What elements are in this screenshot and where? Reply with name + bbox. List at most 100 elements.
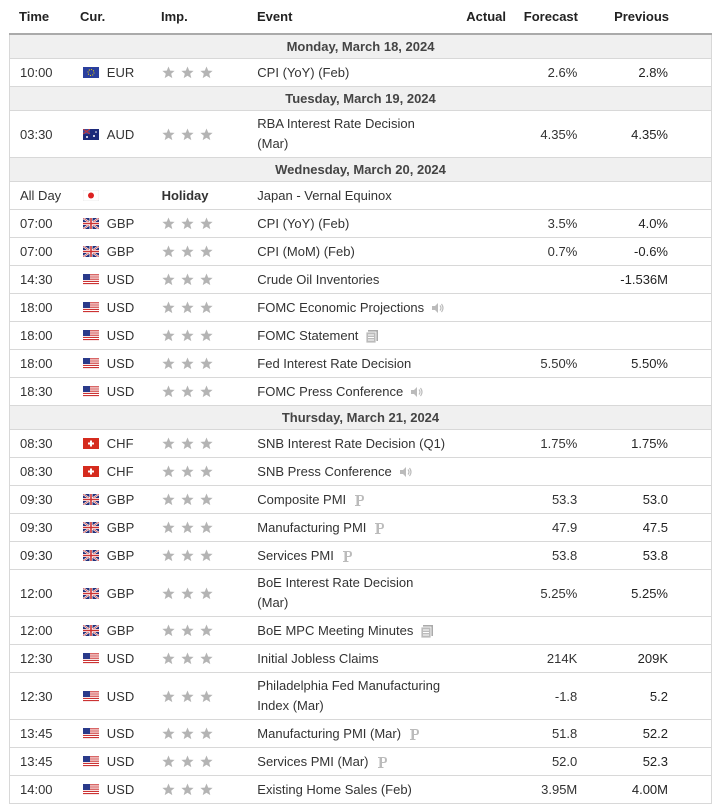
event-icon bbox=[366, 329, 379, 343]
importance-star bbox=[199, 690, 213, 702]
country-flag bbox=[82, 550, 99, 561]
event-row[interactable]: 18:00 USD FOMC Economic Projections bbox=[9, 294, 712, 322]
importance-star bbox=[161, 301, 175, 314]
currency-code: AUD bbox=[106, 126, 135, 142]
event-row[interactable]: 14:30 USD Crude Oil Inventories -1.536M bbox=[9, 266, 712, 294]
importance-star bbox=[180, 727, 194, 740]
event-row[interactable]: 12:00 GBP BoE Interest Rate Decision (Mar)… bbox=[9, 570, 712, 617]
event-previous: 53.8 bbox=[642, 548, 668, 563]
event-time: 12:00 bbox=[20, 585, 53, 601]
currency-code: CHF bbox=[106, 464, 134, 479]
event-actual bbox=[460, 131, 515, 137]
event-row[interactable]: 18:30 USD FOMC Press Conference bbox=[9, 378, 712, 406]
event-importance bbox=[154, 242, 250, 261]
event-row[interactable]: 03:30 AUD RBA Interest Rate Decision (Mar)… bbox=[9, 111, 712, 158]
event-actual bbox=[460, 249, 515, 255]
col-header: Event bbox=[257, 9, 293, 24]
event-previous: -1.536M bbox=[620, 272, 668, 287]
day-header: Thursday, March 21, 2024 bbox=[9, 406, 712, 430]
event-importance bbox=[154, 724, 250, 743]
event-row[interactable]: 18:00 USD FOMC Statement bbox=[9, 322, 712, 350]
event-previous: 1.75% bbox=[631, 436, 668, 451]
col-header: Time bbox=[19, 9, 50, 24]
importance-star bbox=[199, 521, 213, 534]
importance-star bbox=[161, 587, 175, 599]
event-currency: GBP bbox=[81, 545, 154, 566]
event-row[interactable]: All Day Holiday Japan - Vernal Equinox bbox=[9, 182, 712, 210]
col-header: Imp. bbox=[161, 9, 188, 24]
event-time: 14:30 bbox=[20, 272, 53, 287]
header-row: Time Cur. Imp. Event Actual Forecast Pre… bbox=[9, 0, 712, 35]
importance-star bbox=[180, 690, 194, 702]
event-previous: 4.00M bbox=[631, 782, 668, 797]
event-name: Composite PMI bbox=[249, 487, 459, 513]
event-row[interactable]: 13:45 USD Manufacturing PMI (Mar) 51.8 52.2 bbox=[9, 720, 712, 748]
event-row[interactable]: 07:00 GBP CPI (YoY) (Feb) 3.5% 4.0% bbox=[9, 210, 712, 238]
event-row[interactable]: 14:00 USD Existing Home Sales (Feb) 3.95M 4.… bbox=[9, 776, 712, 804]
event-row[interactable]: 12:30 USD Philadelphia Fed Manufacturing I… bbox=[9, 673, 712, 720]
event-time: 14:00 bbox=[20, 782, 53, 797]
importance-star bbox=[180, 493, 194, 506]
day-date: Monday, March 18, 2024 bbox=[286, 39, 435, 54]
event-row[interactable]: 09:30 GBP Manufacturing PMI 47.9 47.5 bbox=[9, 514, 712, 542]
event-forecast bbox=[514, 305, 586, 311]
importance-star bbox=[180, 587, 194, 599]
country-flag bbox=[82, 386, 99, 397]
event-row[interactable]: 10:00 EUR CPI (YoY) (Feb) 2.6% 2.8% bbox=[9, 59, 712, 87]
event-forecast: 214K bbox=[546, 651, 578, 666]
event-forecast: 3.5% bbox=[547, 216, 578, 231]
event-previous: 4.35% bbox=[631, 126, 668, 142]
event-name: Services PMI bbox=[249, 543, 459, 569]
currency-code: USD bbox=[106, 782, 135, 797]
event-name: Philadelphia Fed Manufacturing Index (Ma… bbox=[249, 673, 459, 719]
event-currency: CHF bbox=[81, 433, 154, 454]
event-currency bbox=[81, 187, 154, 204]
event-text: Japan - Vernal Equinox bbox=[257, 187, 392, 203]
importance-star bbox=[199, 217, 213, 230]
event-previous: 5.25% bbox=[631, 585, 668, 601]
event-icon bbox=[432, 302, 444, 313]
event-time: 18:00 bbox=[20, 328, 53, 343]
importance-star bbox=[161, 385, 175, 398]
event-row[interactable]: 09:30 GBP Services PMI 53.8 53.8 bbox=[9, 542, 712, 570]
country-flag bbox=[82, 128, 99, 140]
event-actual bbox=[460, 525, 515, 531]
importance-star bbox=[180, 624, 194, 637]
event-name: BoE Interest Rate Decision (Mar) bbox=[249, 570, 459, 616]
event-row[interactable]: 08:30 CHF SNB Interest Rate Decision (Q1) 1… bbox=[9, 430, 712, 458]
event-previous: -0.6% bbox=[634, 244, 668, 259]
event-currency: USD bbox=[81, 723, 154, 744]
col-header: Forecast bbox=[523, 9, 578, 24]
country-flag bbox=[82, 587, 99, 599]
day-header: Monday, March 18, 2024 bbox=[9, 35, 712, 59]
event-time: 13:45 bbox=[20, 726, 53, 741]
event-row[interactable]: 18:00 USD Fed Interest Rate Decision 5.50% 5… bbox=[9, 350, 712, 378]
event-row[interactable]: 08:30 CHF SNB Press Conference bbox=[9, 458, 712, 486]
currency-code: USD bbox=[106, 651, 135, 666]
importance-star bbox=[180, 357, 194, 370]
event-row[interactable]: 12:00 GBP BoE MPC Meeting Minutes bbox=[9, 617, 712, 645]
event-row[interactable]: 09:30 GBP Composite PMI 53.3 53.0 bbox=[9, 486, 712, 514]
importance-star bbox=[199, 783, 213, 796]
event-currency: USD bbox=[81, 269, 154, 290]
importance-star bbox=[199, 66, 213, 79]
importance-star bbox=[199, 273, 213, 286]
event-row[interactable]: 12:30 USD Initial Jobless Claims 214K 209K bbox=[9, 645, 712, 673]
event-name: FOMC Statement bbox=[249, 323, 459, 349]
event-actual bbox=[460, 361, 515, 367]
event-text: Services PMI (Mar) bbox=[257, 753, 369, 769]
importance-star bbox=[161, 652, 175, 665]
event-forecast: 3.95M bbox=[541, 782, 578, 797]
importance-star bbox=[180, 128, 194, 140]
col-header: Actual bbox=[466, 9, 506, 24]
currency-code: USD bbox=[106, 328, 135, 343]
event-row[interactable]: 07:00 GBP CPI (MoM) (Feb) 0.7% -0.6% bbox=[9, 238, 712, 266]
event-row[interactable]: 13:45 USD Services PMI (Mar) 52.0 52.3 bbox=[9, 748, 712, 776]
importance-star bbox=[161, 465, 175, 478]
event-importance bbox=[154, 584, 250, 603]
event-name: RBA Interest Rate Decision (Mar) bbox=[249, 111, 459, 157]
event-text: CPI (YoY) (Feb) bbox=[257, 64, 350, 80]
importance-star bbox=[161, 329, 175, 342]
country-flag bbox=[82, 728, 99, 739]
importance-star bbox=[199, 357, 213, 370]
